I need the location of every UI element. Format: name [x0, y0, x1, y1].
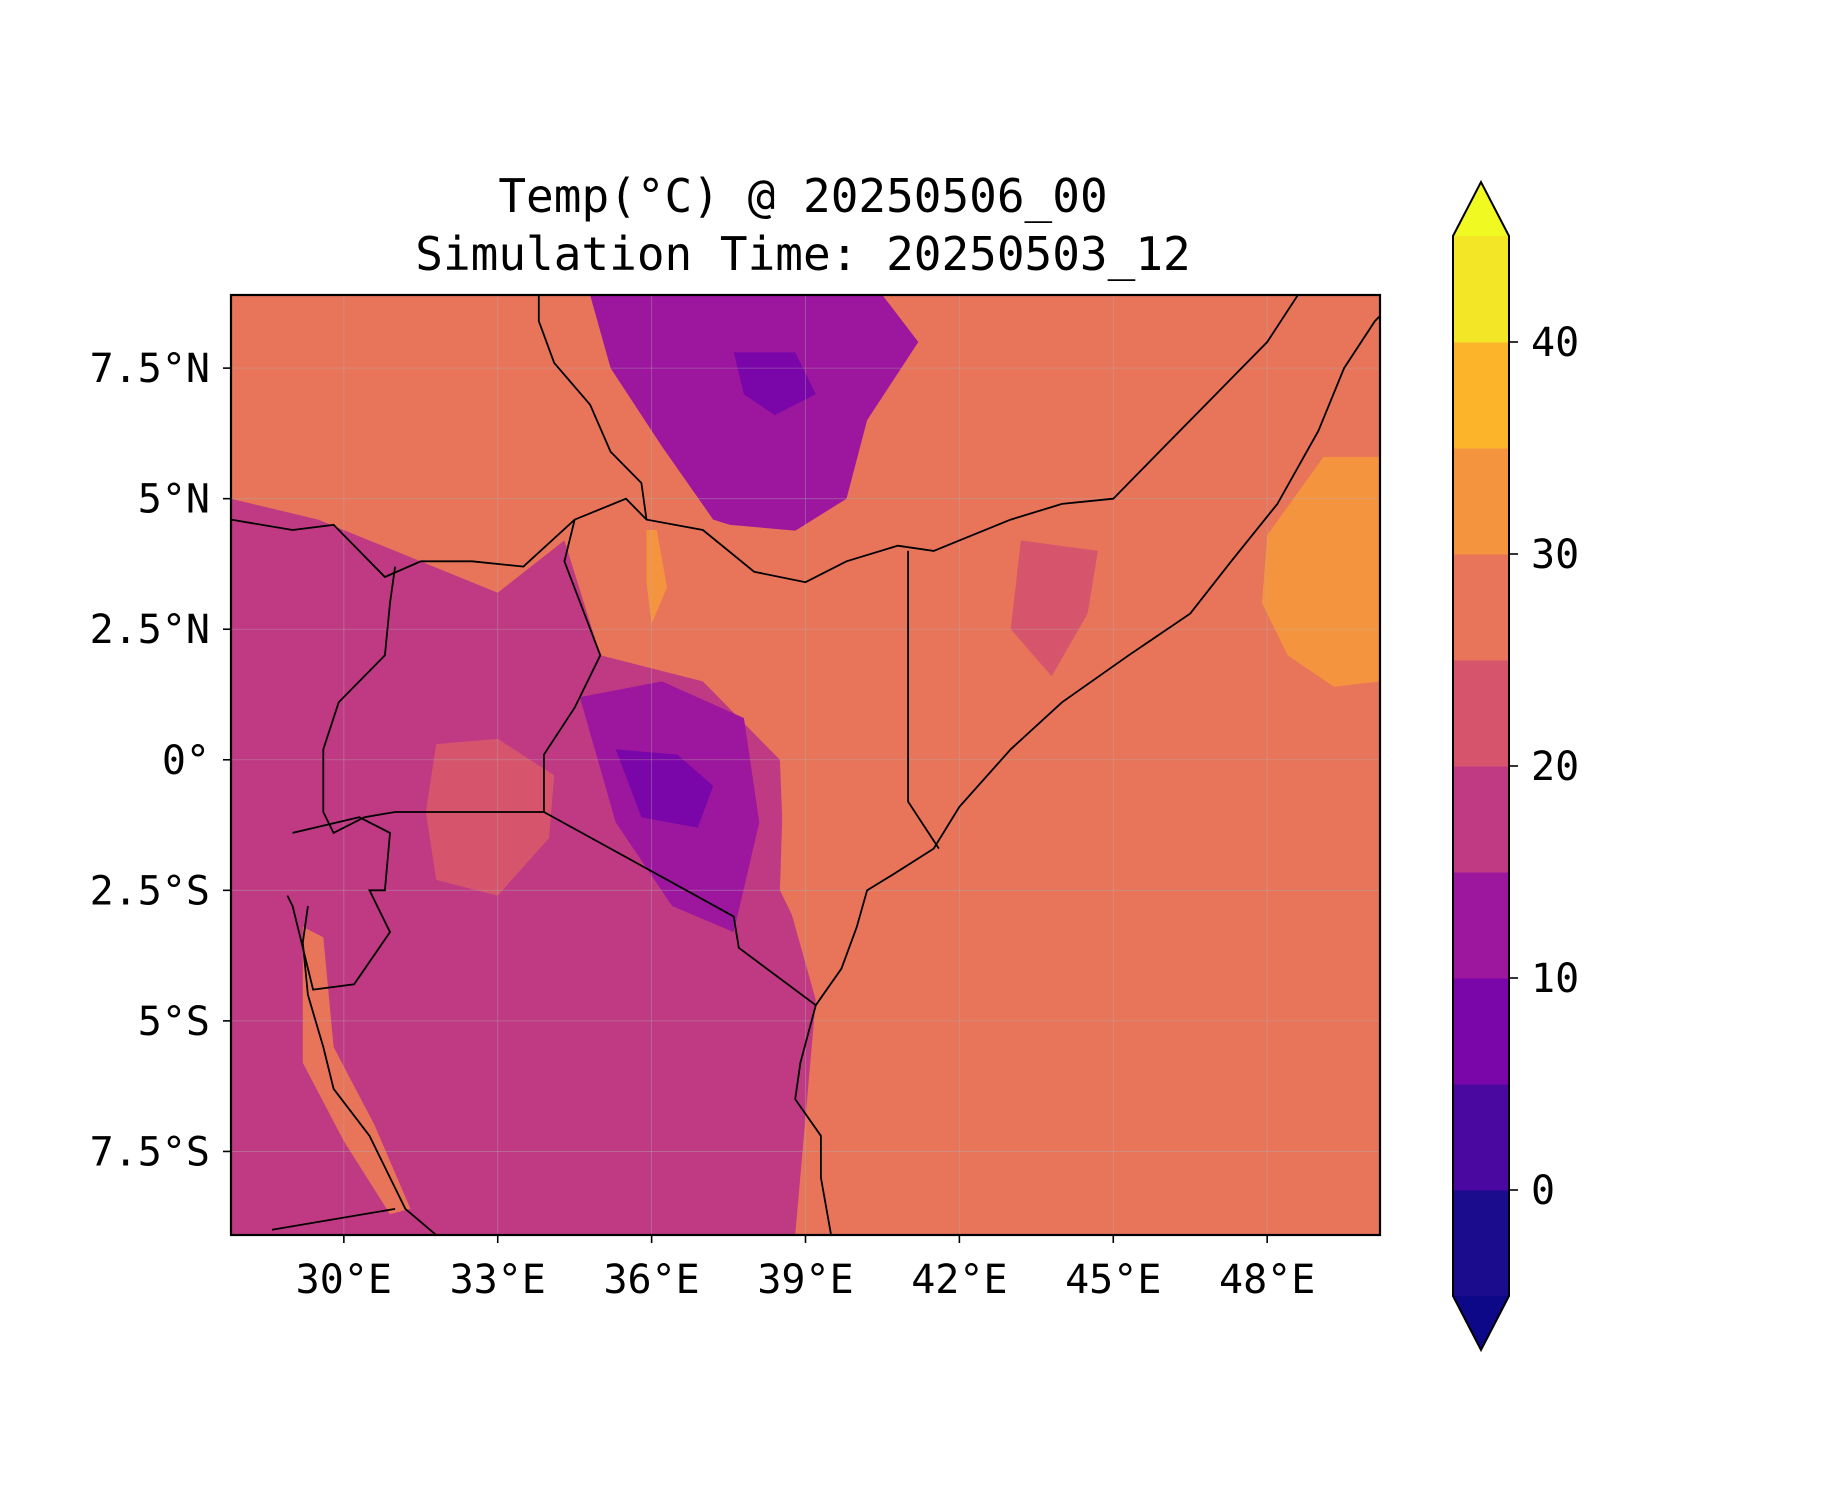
- colorbar-band-6: [1453, 554, 1509, 661]
- colorbar-outline: [1452, 179, 1510, 1353]
- uganda-plateau-region: [318, 571, 703, 1204]
- x-tick-label-5: 45°E: [1065, 1257, 1161, 1303]
- somalia-interior-patch: [1010, 540, 1098, 677]
- lake-victoria-region: [425, 738, 555, 896]
- x-tick-label-6: 48°E: [1219, 1257, 1315, 1303]
- colorbar-band-3: [1453, 872, 1509, 979]
- y-axis-ticks: 7.5°N 5°N 2.5°N 0° 2.5°S 5°S 7.5°S: [90, 346, 231, 1175]
- colorbar-tick-label-0: 0: [1531, 1168, 1555, 1214]
- border-lake-tanganyika: [301, 905, 437, 1235]
- colorbar-band-7: [1453, 448, 1509, 555]
- colorbar-band-8: [1453, 342, 1509, 449]
- eastern-lowlands: [728, 295, 1380, 1235]
- y-tick-label-4: 2.5°S: [90, 868, 210, 914]
- x-tick-label-2: 36°E: [603, 1257, 699, 1303]
- chart-title: Temp(°C) @ 20250506_00: [498, 169, 1108, 223]
- south-sudan-lowlands: [231, 295, 601, 499]
- temperature-field: [231, 295, 1380, 1235]
- colorbar-band-9: [1453, 236, 1509, 343]
- colorbar-over-arrow: [1453, 182, 1509, 236]
- colorbar-band-0: [1453, 1190, 1509, 1297]
- somalia-coast-hotspot: [1262, 456, 1380, 687]
- y-tick-label-5: 5°S: [138, 999, 210, 1045]
- colorbar-tick-label-2: 20: [1531, 744, 1579, 790]
- coastline-east: [815, 315, 1380, 1006]
- country-borders: [231, 295, 1380, 1235]
- colorbar-band-4: [1453, 766, 1509, 873]
- border-uganda: [322, 519, 602, 835]
- colorbar-tick-label-3: 30: [1531, 532, 1579, 578]
- coastline-tanzania: [794, 1004, 832, 1235]
- colorbar-band-1: [1453, 1084, 1509, 1191]
- y-tick-label-6: 7.5°S: [90, 1129, 210, 1175]
- border-south-sudan-ethiopia: [537, 295, 648, 520]
- rwanda-highlands-region: [261, 812, 385, 1000]
- y-tick-label-0: 7.5°N: [90, 346, 210, 392]
- x-tick-label-0: 30°E: [296, 1257, 392, 1303]
- border-zambia: [271, 1208, 396, 1231]
- chart-subtitle: Simulation Time: 20250503_12: [415, 227, 1191, 281]
- colorbar: 0 10 20 30 40: [1452, 179, 1579, 1353]
- x-tick-label-3: 39°E: [757, 1257, 853, 1303]
- border-kenya-tanzania: [543, 811, 817, 1006]
- x-tick-label-1: 33°E: [450, 1257, 546, 1303]
- x-axis-ticks: 30°E 33°E 36°E 39°E 42°E 45°E 48°E: [296, 1235, 1315, 1303]
- kenyan-highlands-peak: [615, 749, 714, 828]
- x-tick-label-4: 42°E: [911, 1257, 1007, 1303]
- colorbar-tick-label-4: 40: [1531, 320, 1579, 366]
- y-tick-label-3: 0°: [162, 738, 210, 784]
- colorbar-tick-label-1: 10: [1531, 956, 1579, 1002]
- colorbar-under-arrow: [1453, 1296, 1509, 1350]
- y-tick-label-1: 5°N: [138, 477, 210, 523]
- ethiopian-highlands-peak: [733, 352, 816, 416]
- colorbar-band-2: [1453, 978, 1509, 1085]
- lake-tanganyika-region: [302, 926, 411, 1215]
- border-northern: [231, 295, 1299, 584]
- border-kenya-somalia: [907, 550, 940, 850]
- map-gridlines: [231, 295, 1380, 1235]
- y-tick-label-2: 2.5°N: [90, 607, 210, 653]
- lake-turkana-region: [646, 530, 667, 624]
- colorbar-band-5: [1453, 660, 1509, 767]
